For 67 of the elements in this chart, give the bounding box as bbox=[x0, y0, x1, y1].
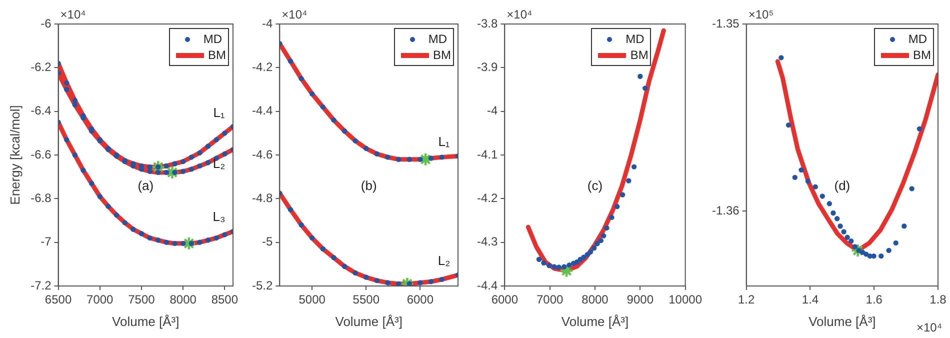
text: ×10⁴ bbox=[282, 7, 308, 22]
legend-label: BM bbox=[913, 48, 931, 62]
x-tick-label: 1.2 bbox=[738, 292, 756, 307]
y-tick-label: -4.4 bbox=[476, 278, 498, 292]
annotation: (b) bbox=[360, 178, 377, 194]
legend-label: BM bbox=[208, 48, 226, 62]
x-tick-label: 1.6 bbox=[866, 292, 883, 307]
y-tick-label: -4.2 bbox=[252, 60, 273, 74]
y-tick-label: -4.8 bbox=[252, 190, 273, 205]
y-tick-label: -6 bbox=[40, 16, 52, 30]
annotation: L₂ bbox=[438, 253, 450, 268]
text: ×10⁴ bbox=[506, 7, 532, 22]
annotation: L₃ bbox=[212, 209, 226, 224]
text: ×10⁴ bbox=[916, 320, 942, 334]
y-tick-label: -6.6 bbox=[30, 147, 52, 162]
y-tick-label: -3.9 bbox=[476, 60, 498, 74]
y-tick-label: -5 bbox=[262, 234, 273, 249]
x-tick-label: 8500 bbox=[211, 292, 238, 307]
annotation: (a) bbox=[138, 178, 154, 194]
y-tick-label: -4.6 bbox=[252, 147, 273, 162]
annotation: (d) bbox=[834, 178, 850, 194]
x-tick-label: 1.8 bbox=[930, 292, 947, 307]
x-tick-label: 6500 bbox=[44, 292, 72, 307]
legend-label: MD bbox=[203, 32, 222, 46]
x-tick-label: 7000 bbox=[536, 292, 564, 307]
text: ×10⁵ bbox=[748, 7, 774, 22]
x-axis-title: Volume [Å³] bbox=[112, 314, 180, 329]
x-tick-label: 5000 bbox=[298, 292, 326, 307]
y-tick-label: -6.8 bbox=[30, 190, 52, 205]
y-tick-label: -1.35 bbox=[712, 16, 740, 30]
y-tick-label: -1.36 bbox=[712, 203, 740, 218]
text: ×10⁴ bbox=[60, 7, 86, 22]
x-tick-label: 8000 bbox=[170, 292, 197, 307]
annotation: L₂ bbox=[212, 156, 226, 171]
x-axis-title: Volume [Å³] bbox=[561, 314, 629, 329]
y-tick-label: -5.2 bbox=[252, 278, 273, 292]
x-tick-label: 7000 bbox=[86, 292, 114, 307]
y-axis-title: Energy [kcal/mol] bbox=[7, 105, 22, 205]
y-tick-label: -3.8 bbox=[476, 16, 498, 30]
y-tick-label: -6.2 bbox=[30, 60, 52, 74]
y-tick-label: -7 bbox=[40, 234, 52, 249]
x-tick-label: 10000 bbox=[668, 292, 702, 307]
annotation: (c) bbox=[587, 178, 603, 194]
legend-label: MD bbox=[428, 32, 447, 46]
x-tick-label: 6000 bbox=[491, 292, 518, 307]
legend-label: BM bbox=[630, 48, 648, 62]
x-axis-title: Volume [Å³] bbox=[808, 314, 876, 329]
x-tick-label: 9000 bbox=[626, 292, 654, 307]
y-tick-label: -4.4 bbox=[252, 104, 273, 118]
y-tick-label: -6.4 bbox=[30, 104, 52, 118]
y-tick-label: -4 bbox=[262, 16, 273, 30]
x-tick-label: 1.4 bbox=[802, 292, 819, 307]
y-tick-label: -4.3 bbox=[476, 234, 498, 249]
legend-label: MD bbox=[908, 32, 927, 46]
y-tick-label: -4.2 bbox=[476, 190, 498, 205]
x-tick-label: 6000 bbox=[406, 292, 434, 307]
x-axis-title: Volume [Å³] bbox=[335, 314, 402, 329]
y-tick-label: -7.2 bbox=[30, 278, 52, 292]
legend-label: BM bbox=[433, 48, 451, 62]
legend-label: MD bbox=[626, 32, 644, 46]
x-tick-label: 8000 bbox=[582, 292, 609, 307]
x-tick-label: 5500 bbox=[352, 292, 380, 307]
annotation: L₁ bbox=[438, 134, 450, 150]
y-tick-label: -4.1 bbox=[476, 147, 498, 162]
annotation: L₁ bbox=[213, 104, 225, 120]
x-tick-label: 7500 bbox=[128, 292, 156, 307]
y-tick-label: -4 bbox=[487, 104, 498, 118]
